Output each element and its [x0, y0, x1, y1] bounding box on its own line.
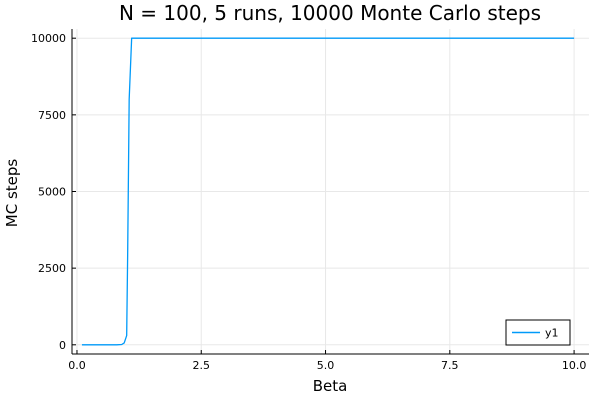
- x-tick-label-4: 10.0: [562, 359, 587, 372]
- grid: [72, 29, 589, 354]
- y-tick-label-0: 0: [59, 339, 66, 352]
- legend: y1: [505, 319, 571, 346]
- legend-label-y1: y1: [545, 327, 559, 340]
- x-tick-label-3: 7.5: [441, 359, 459, 372]
- x-tick-label-0: 0.0: [68, 359, 86, 372]
- ticks: 0.0 2.5 5.0 7.5 10.0 0 2500 5000 7500 10000: [31, 32, 586, 372]
- series-line-y1: [81, 37, 575, 346]
- x-tick-label-1: 2.5: [193, 359, 211, 372]
- y-tick-label-3: 7500: [38, 109, 66, 122]
- x-tick-label-2: 5.0: [317, 359, 335, 372]
- y-tick-label-1: 2500: [38, 262, 66, 275]
- y-axis-label: MC steps: [3, 159, 21, 228]
- y-tick-label-4: 10000: [31, 32, 66, 45]
- x-axis-label: Beta: [313, 377, 348, 395]
- plot-area: [81, 37, 575, 346]
- chart-title: N = 100, 5 runs, 10000 Monte Carlo steps: [119, 1, 541, 25]
- y-tick-label-2: 5000: [38, 186, 66, 199]
